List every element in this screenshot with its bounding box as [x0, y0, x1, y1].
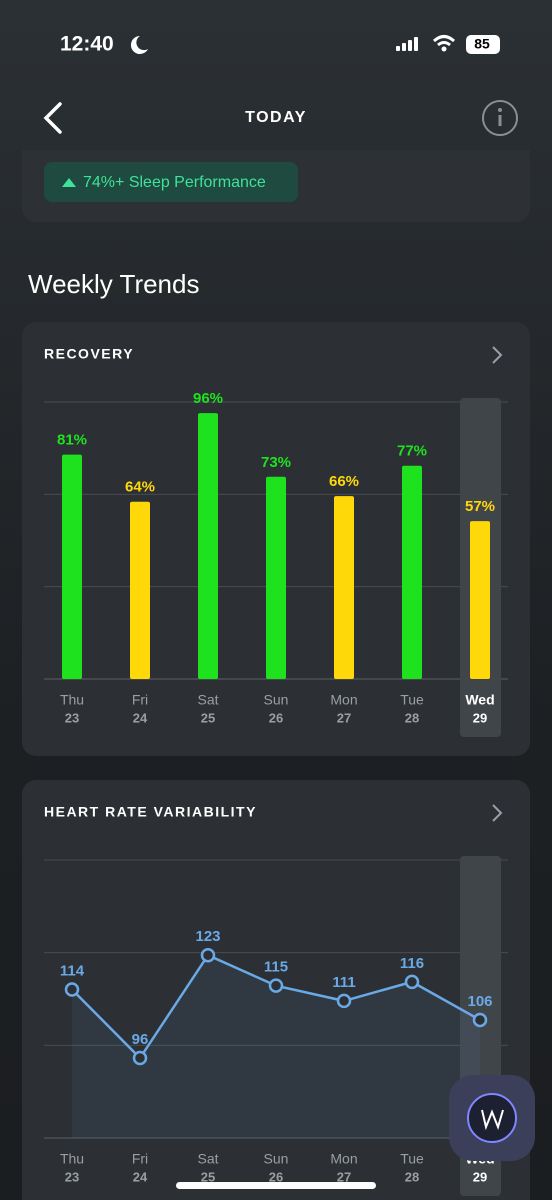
x-tick-label: Sun — [264, 1151, 289, 1167]
chevron[interactable] — [492, 804, 503, 822]
section-title: Weekly Trends — [28, 269, 199, 299]
whoop-button[interactable] — [449, 1075, 535, 1161]
x-date-label: 26 — [269, 710, 283, 725]
x-tick-label: Sun — [264, 692, 289, 708]
value-label: 123 — [195, 928, 220, 945]
page-title: TODAY — [245, 109, 307, 126]
card-title: HEART RATE VARIABILITY — [44, 804, 257, 820]
x-date-label: 28 — [405, 1169, 419, 1184]
x-date-label: 25 — [201, 1169, 215, 1184]
bar — [402, 465, 422, 679]
wifi-icon — [432, 35, 456, 47]
x-tick-label: Sat — [197, 1151, 218, 1167]
bar — [62, 454, 82, 679]
value-label: 73% — [261, 454, 291, 471]
bar — [470, 521, 490, 679]
x-date-label: 29 — [473, 710, 487, 725]
bar — [334, 496, 354, 679]
x-tick-label: Sat — [197, 692, 218, 708]
x-tick-label: Tue — [400, 1151, 424, 1167]
value-label: 116 — [400, 955, 424, 972]
value-label: 81% — [57, 432, 87, 449]
value-label: 64% — [125, 479, 155, 496]
x-tick-label: Mon — [330, 692, 357, 708]
x-date-label: 25 — [201, 710, 215, 725]
point — [64, 982, 80, 997]
bar — [198, 413, 218, 679]
sleep-badge-text: 74%+ Sleep Performance — [83, 174, 266, 191]
value-label: 111 — [332, 974, 355, 991]
x-tick-label: Thu — [60, 1151, 84, 1167]
point — [132, 1050, 148, 1066]
value-label: 66% — [329, 473, 359, 490]
value-label: 96% — [193, 390, 223, 407]
bar — [266, 476, 286, 679]
wifi-dot — [441, 46, 447, 52]
x-tick-label: Wed — [465, 692, 494, 708]
moon-icon — [130, 35, 148, 54]
value-label: 77% — [397, 443, 427, 460]
x-date-label: 23 — [65, 710, 79, 725]
point — [200, 947, 216, 963]
x-date-label: 24 — [133, 1169, 148, 1184]
battery-level: 85 — [474, 36, 490, 52]
x-date-label: 26 — [269, 1169, 283, 1184]
up-arrow — [62, 178, 76, 187]
area — [72, 955, 480, 1138]
x-tick-label: Fri — [132, 692, 148, 708]
value-label: 106 — [467, 993, 492, 1010]
value-label: 115 — [264, 959, 288, 976]
point — [472, 1012, 488, 1028]
x-tick-label: Thu — [60, 692, 84, 708]
value-label: 114 — [60, 962, 85, 979]
x-tick-label: Mon — [330, 1151, 357, 1167]
x-date-label: 27 — [337, 1169, 351, 1184]
x-date-label: 27 — [337, 710, 351, 725]
x-tick-label: Tue — [400, 692, 424, 708]
value-label: 57% — [465, 498, 495, 515]
x-date-label: 24 — [133, 710, 148, 725]
card-title: RECOVERY — [44, 346, 134, 362]
bar — [130, 501, 150, 679]
status-time: 12:40 — [60, 33, 114, 56]
point — [336, 993, 352, 1009]
x-date-label: 23 — [65, 1169, 79, 1184]
battery-icon — [466, 35, 500, 54]
x-tick-label: Fri — [132, 1151, 148, 1167]
back-button[interactable] — [43, 102, 62, 134]
sleep-badge — [44, 162, 298, 202]
x-date-label: 29 — [473, 1169, 487, 1184]
value-label: 96 — [132, 1031, 149, 1048]
x-date-label: 28 — [405, 710, 419, 725]
signal-icon — [396, 37, 418, 51]
info-button[interactable] — [482, 100, 518, 136]
point — [268, 978, 284, 993]
chevron[interactable] — [492, 346, 503, 364]
home-indicator — [176, 1182, 376, 1189]
point — [404, 974, 420, 990]
